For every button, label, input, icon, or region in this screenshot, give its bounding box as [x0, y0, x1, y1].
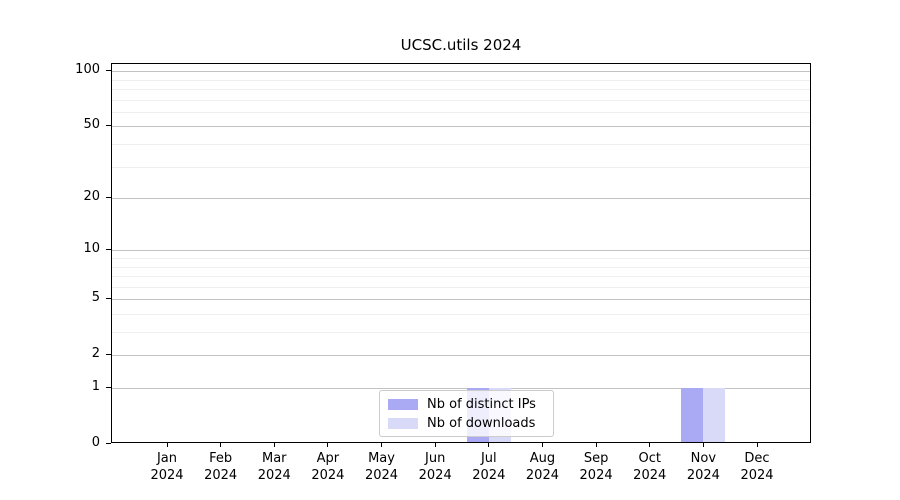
gridline-minor: [112, 111, 810, 113]
gridline-minor: [112, 286, 810, 288]
x-tick-label-line: 2024: [418, 467, 452, 483]
legend: Nb of distinct IPs Nb of downloads: [379, 390, 554, 437]
x-tick-label: Dec 2024: [725, 451, 789, 484]
x-tick-label-line: 2024: [472, 467, 506, 483]
x-tick-label-line: 2024: [204, 467, 238, 483]
y-tick-mark: [106, 248, 111, 250]
x-tick-label-line: 2024: [257, 467, 291, 483]
x-tick-label-line: Oct: [638, 451, 661, 466]
x-tick-label: May 2024: [350, 451, 414, 484]
legend-swatch-downloads: [388, 417, 418, 429]
gridline-major: [112, 250, 810, 252]
x-tick-label: Oct 2024: [618, 451, 682, 484]
x-tick-label-line: 2024: [633, 467, 667, 483]
bar-distinct-ips: [681, 388, 704, 442]
plot-area: [111, 63, 811, 443]
x-tick-label-line: Aug: [529, 451, 556, 466]
y-tick-label: 5: [91, 290, 100, 306]
gridline-minor: [112, 144, 810, 146]
x-tick-mark: [220, 443, 222, 447]
x-tick-label-line: Jan: [156, 451, 178, 466]
x-tick-label: Feb 2024: [189, 451, 253, 484]
y-tick-label: 100: [75, 62, 100, 78]
x-tick-mark: [273, 443, 275, 447]
gridline-minor: [112, 89, 810, 91]
x-tick-label-line: Nov: [690, 451, 717, 466]
gridline-minor: [112, 166, 810, 168]
x-tick-label-line: 2024: [579, 467, 613, 483]
x-tick-mark: [327, 443, 329, 447]
x-tick-label-line: Jun: [425, 451, 446, 466]
x-tick-label: Jan 2024: [135, 451, 199, 484]
x-tick-label-line: 2024: [525, 467, 559, 483]
x-tick-label-line: 2024: [364, 467, 399, 483]
y-tick-label: 1: [91, 379, 100, 394]
x-tick-mark: [166, 443, 168, 447]
x-tick-label: Aug 2024: [510, 451, 574, 484]
y-tick-mark: [106, 386, 111, 388]
gridline-minor: [112, 79, 810, 81]
gridline-minor: [112, 99, 810, 101]
y-tick-mark: [106, 353, 111, 355]
y-tick-mark: [106, 297, 111, 299]
gridline-minor: [112, 276, 810, 278]
y-tick-mark: [106, 69, 111, 71]
y-tick-mark: [106, 124, 111, 126]
x-tick-mark: [756, 443, 758, 447]
legend-item-downloads: Nb of downloads: [388, 416, 545, 431]
x-tick-mark: [488, 443, 490, 447]
x-tick-label-line: 2024: [311, 467, 345, 483]
legend-label-distinct-ips: Nb of distinct IPs: [427, 396, 536, 412]
bar-downloads: [703, 388, 726, 442]
gridline-minor: [112, 258, 810, 259]
legend-swatch-distinct-ips: [388, 398, 418, 410]
gridline-major: [112, 299, 810, 301]
gridline-minor: [112, 313, 810, 315]
gridline-major: [112, 71, 810, 73]
x-tick-label-line: 2024: [740, 467, 774, 483]
x-tick-label: Jul 2024: [457, 451, 521, 484]
y-tick-mark: [106, 196, 111, 198]
x-tick-label-line: Mar: [262, 451, 287, 466]
y-tick-label: 10: [83, 241, 100, 257]
y-tick-label: 0: [91, 435, 100, 450]
x-tick-label: Nov 2024: [671, 451, 735, 484]
x-tick-mark: [702, 443, 704, 447]
gridline-major: [112, 126, 810, 128]
x-tick-label: Jun 2024: [403, 451, 467, 484]
gridline-major: [112, 388, 810, 389]
x-tick-label-line: Dec: [744, 451, 770, 466]
x-tick-mark: [381, 443, 383, 447]
gridline-major: [112, 355, 810, 357]
x-tick-mark: [541, 443, 543, 447]
x-tick-mark: [649, 443, 651, 447]
gridline-minor: [112, 332, 810, 334]
x-tick-label-line: 2024: [686, 467, 720, 483]
legend-item-distinct-ips: Nb of distinct IPs: [388, 397, 545, 412]
x-tick-label-line: Feb: [209, 451, 233, 466]
chart-title: UCSC.utils 2024: [400, 36, 522, 54]
y-tick-label: 50: [83, 117, 100, 133]
y-tick-label: 2: [91, 346, 100, 362]
legend-label-downloads: Nb of downloads: [427, 415, 536, 431]
x-tick-label-line: Sep: [583, 451, 609, 466]
gridline-minor: [112, 266, 810, 268]
y-tick-label: 20: [83, 189, 100, 205]
x-tick-label: Sep 2024: [564, 451, 628, 484]
x-tick-label-line: 2024: [150, 467, 184, 483]
y-tick-mark: [106, 442, 111, 444]
x-tick-mark: [434, 443, 436, 447]
x-tick-label-line: May: [368, 451, 395, 466]
x-tick-mark: [595, 443, 597, 447]
x-tick-label: Mar 2024: [242, 451, 306, 484]
x-tick-label: Apr 2024: [296, 451, 360, 484]
gridline-major: [112, 198, 810, 200]
x-tick-label-line: Apr: [316, 451, 340, 466]
x-tick-label-line: Jul: [480, 451, 497, 466]
